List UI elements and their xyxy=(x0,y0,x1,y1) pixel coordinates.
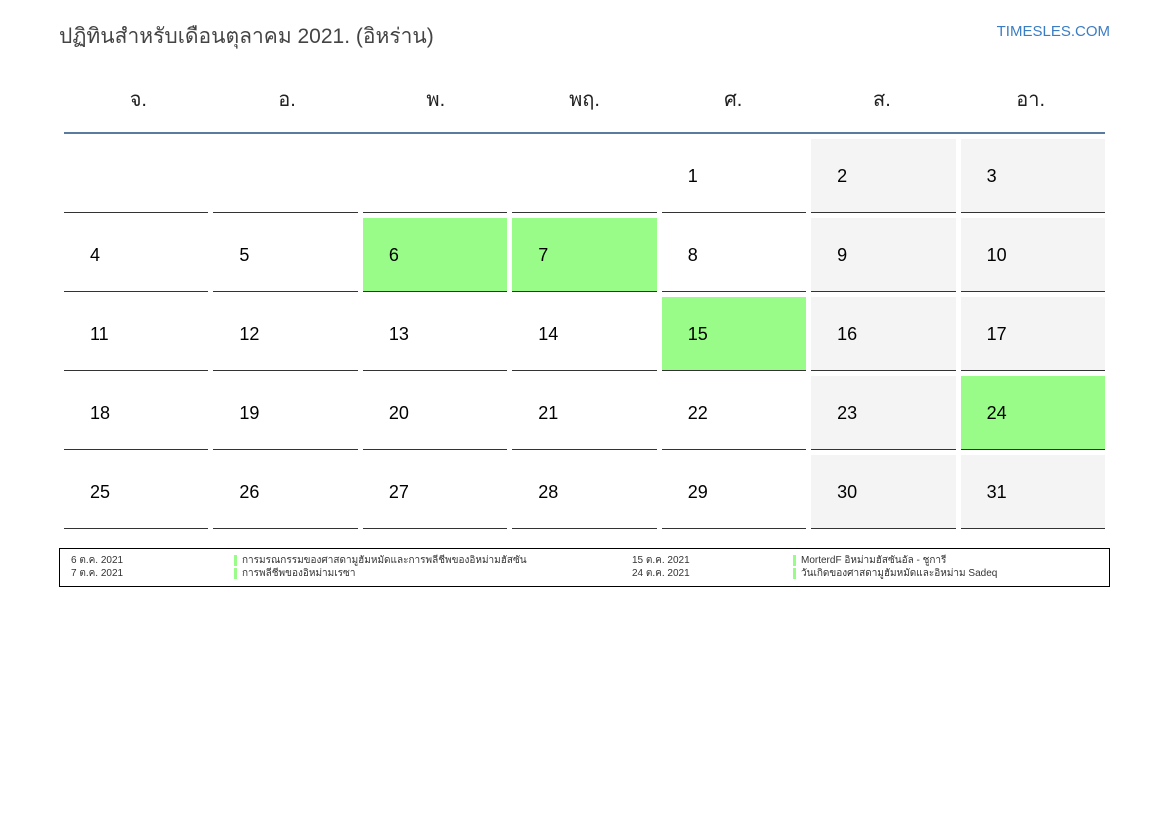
weekday-wed: พ. xyxy=(426,89,446,111)
legend-name: การพลีชีพของอิหม่ามเรซา xyxy=(242,568,356,580)
legend-item: วันเกิดของศาสดามูฮัมหมัดและอิหม่าม Sadeq xyxy=(793,568,997,580)
holiday-marker xyxy=(793,568,796,579)
day-cell-31[interactable]: 31 xyxy=(960,455,1105,529)
calendar-grid: 1 2 3 4 5 6 7 8 9 10 11 12 13 14 15 16 17 18 19 20 21 22 23 24 2… xyxy=(64,139,1105,529)
legend-date: 24 ต.ค. 2021 xyxy=(632,568,690,579)
day-cell-28[interactable]: 28 xyxy=(512,455,657,529)
day-cell-7[interactable]: 7 xyxy=(512,218,657,292)
legend-date: 6 ต.ค. 2021 xyxy=(71,555,124,566)
legend-date: 7 ต.ค. 2021 xyxy=(71,568,124,579)
holiday-marker xyxy=(234,555,237,566)
day-cell-19[interactable]: 19 xyxy=(213,376,358,450)
empty-cell xyxy=(64,139,209,213)
day-cell-2[interactable]: 2 xyxy=(811,139,956,213)
day-cell-26[interactable]: 26 xyxy=(213,455,358,529)
empty-cell xyxy=(362,139,508,213)
day-cell-9[interactable]: 9 xyxy=(811,218,956,292)
day-cell-11[interactable]: 11 xyxy=(64,297,209,371)
holiday-marker xyxy=(793,555,796,566)
holiday-legend: 6 ต.ค. 2021 การมรณกรรมของศาสดามูฮัมหมัดแ… xyxy=(59,548,1110,587)
legend-date: 15 ต.ค. 2021 xyxy=(632,555,690,566)
day-cell-18[interactable]: 18 xyxy=(64,376,209,450)
weekday-sat: ส. xyxy=(873,89,891,111)
day-cell-23[interactable]: 23 xyxy=(811,376,956,450)
weekday-mon: จ. xyxy=(129,89,147,111)
empty-cell xyxy=(512,139,657,213)
day-cell-12[interactable]: 12 xyxy=(213,297,358,371)
day-cell-17[interactable]: 17 xyxy=(960,297,1105,371)
weekday-sun: อา. xyxy=(1016,89,1046,111)
day-cell-15[interactable]: 15 xyxy=(661,297,807,371)
day-cell-27[interactable]: 27 xyxy=(362,455,508,529)
weekday-header: จ. อ. พ. พฤ. ศ. ส. อา. xyxy=(64,70,1105,134)
site-link[interactable]: TIMESLES.COM xyxy=(996,23,1110,40)
page-title: ปฏิทินสำหรับเดือนตุลาคม 2021. (อิหร่าน) xyxy=(59,25,434,48)
day-cell-25[interactable]: 25 xyxy=(64,455,209,529)
legend-item: MorterdF อิหม่ามฮัสซันอัล - ชูการี xyxy=(793,555,946,567)
day-cell-6[interactable]: 6 xyxy=(362,218,508,292)
legend-item: การมรณกรรมของศาสดามูฮัมหมัดและการพลีชีพข… xyxy=(234,555,527,567)
empty-cell xyxy=(213,139,358,213)
weekday-tue: อ. xyxy=(278,89,296,111)
day-cell-8[interactable]: 8 xyxy=(661,218,807,292)
day-cell-4[interactable]: 4 xyxy=(64,218,209,292)
day-cell-10[interactable]: 10 xyxy=(960,218,1105,292)
day-cell-24[interactable]: 24 xyxy=(960,376,1105,450)
day-cell-3[interactable]: 3 xyxy=(960,139,1105,213)
day-cell-5[interactable]: 5 xyxy=(213,218,358,292)
day-cell-14[interactable]: 14 xyxy=(512,297,657,371)
day-cell-20[interactable]: 20 xyxy=(362,376,508,450)
weekday-thu: พฤ. xyxy=(569,89,600,111)
day-cell-29[interactable]: 29 xyxy=(661,455,807,529)
legend-name: MorterdF อิหม่ามฮัสซันอัล - ชูการี xyxy=(801,555,947,567)
legend-name: การมรณกรรมของศาสดามูฮัมหมัดและการพลีชีพข… xyxy=(242,555,527,567)
holiday-marker xyxy=(234,568,237,579)
day-cell-22[interactable]: 22 xyxy=(661,376,807,450)
day-cell-30[interactable]: 30 xyxy=(811,455,956,529)
day-cell-16[interactable]: 16 xyxy=(811,297,956,371)
day-cell-13[interactable]: 13 xyxy=(362,297,508,371)
legend-name: วันเกิดของศาสดามูฮัมหมัดและอิหม่าม Sadeq xyxy=(801,568,998,580)
weekday-fri: ศ. xyxy=(724,89,743,111)
day-cell-1[interactable]: 1 xyxy=(661,139,807,213)
legend-item: การพลีชีพของอิหม่ามเรซา xyxy=(234,568,355,580)
day-cell-21[interactable]: 21 xyxy=(512,376,657,450)
